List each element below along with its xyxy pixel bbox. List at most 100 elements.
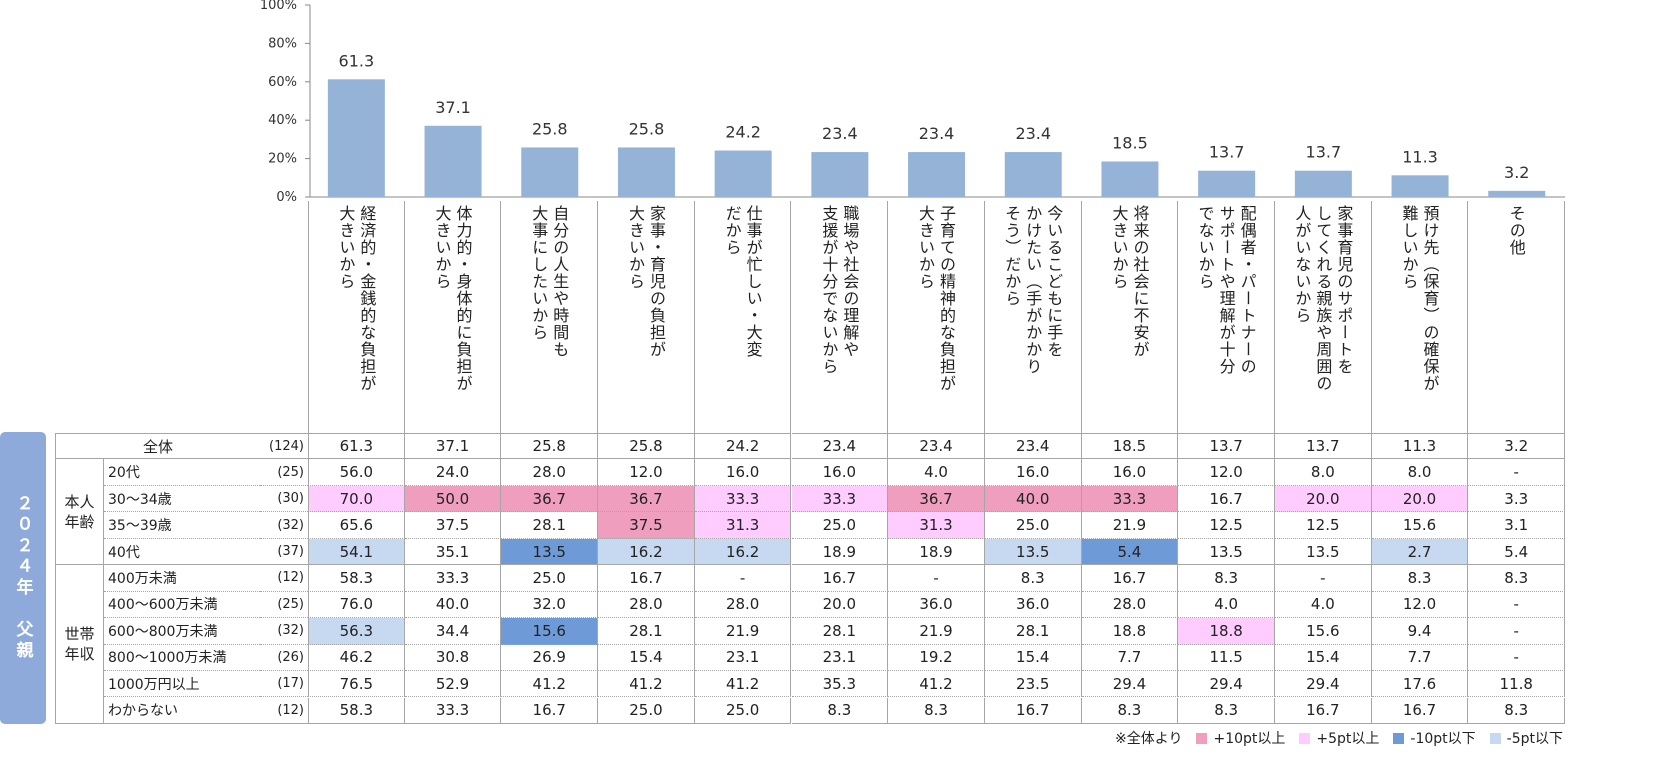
table-cell: 15.6 [501,618,599,645]
value-label: 61.3 [339,51,375,70]
table-cell: 3.3 [1468,485,1566,513]
legend-label: -5pt以下 [1506,731,1563,747]
bar [908,152,966,197]
table-cell: 25.8 [501,433,599,460]
row-n: (25) [260,592,308,619]
table-cell: 25.8 [598,433,695,460]
table-cell: 58.3 [308,565,405,592]
table-cell: 28.0 [694,591,792,619]
table-cell: 11.8 [1468,671,1566,698]
row-n: (32) [260,618,308,645]
table-cell: 28.0 [598,591,695,619]
table-cell: 7.7 [1081,644,1179,672]
table-cell: 26.9 [501,644,599,672]
table-cell: 2.7 [1371,538,1469,566]
table-cell: 4.0 [1178,591,1275,619]
table-cell: 54.1 [308,538,405,566]
category-box: 仕事が忙しい・大変 だから [695,201,792,433]
table-cell: 37.1 [404,433,502,460]
table-cell: 28.0 [1081,591,1179,619]
table-cell: 16.2 [598,538,695,566]
row-n: (17) [260,671,308,698]
table-cell: 25.0 [598,697,695,724]
category-box: その他 [1468,201,1566,433]
bar-chart: 0% 20% 40% 60% 80% 100% 61.3 37.1 25.8 25.8 24.2 23… [260,0,1566,202]
table-cell: 33.3 [1081,485,1179,513]
table-cell: 16.7 [598,565,695,592]
table-cell: 37.5 [404,512,502,539]
category-label: 仕事が忙しい・大変 だから [722,205,763,358]
category-box: 経済的・金銭的な負担が 大きいから [308,201,405,433]
value-label: 18.5 [1112,133,1148,152]
category-label: 自分の人生や時間も 大事にしたいから [529,205,570,358]
table-cell: 16.0 [791,459,889,486]
table-cell: 28.1 [598,618,695,645]
category-label: 将来の社会に不安が 大きいから [1109,205,1150,358]
table-cell: 8.3 [1468,565,1566,592]
table-cell: 16.7 [1371,697,1469,724]
table-cell: 8.3 [791,697,889,724]
table-cell: 12.5 [1178,512,1275,539]
row-label: 30～34歳 [104,486,260,513]
table-cell: 29.4 [1178,671,1275,698]
table-cell: - [1275,565,1372,592]
y-tick-label: 20% [268,152,297,167]
category-label: 今いるこどもに手を かけたい（手がかかり そう）だから [1002,205,1064,375]
value-label: 3.2 [1504,163,1529,182]
table-cell: 13.5 [1275,538,1372,566]
table-cell: 61.3 [308,433,405,460]
table-cell: 29.4 [1081,671,1179,698]
value-label: 23.4 [822,124,858,143]
table-cell: 41.2 [501,671,599,698]
value-label: 23.4 [919,124,955,143]
table-cell: 16.7 [984,697,1082,724]
table-cell: 23.5 [984,671,1082,698]
table-cell: 32.0 [501,591,599,619]
table-cell: 16.0 [694,459,792,486]
table-cell: 8.0 [1275,459,1372,486]
table-cell: 31.3 [694,512,792,539]
table-cell: 16.7 [1081,565,1179,592]
table-cell: 56.0 [308,459,405,486]
table-cell: - [1468,459,1566,486]
y-tick-label: 100% [260,0,297,13]
category-label: 職場や社会の理解や 支援が十分でないから [819,205,860,375]
side-band: ２０２４年 父親 [0,432,46,724]
table-cell: 11.3 [1371,433,1469,460]
table-cell: 41.2 [694,671,792,698]
table-cell: 3.1 [1468,512,1566,539]
y-tick-label: 80% [268,36,297,51]
table-cell: 58.3 [308,697,405,724]
bar [521,147,579,197]
table-cell: 35.3 [791,671,889,698]
table-cell: 13.7 [1275,433,1372,460]
bar [1391,175,1449,197]
table-cell: 18.5 [1081,433,1179,460]
table-cell: 18.8 [1081,618,1179,645]
table-cell: - [888,565,985,592]
table-cell: 25.0 [501,565,599,592]
table-cell: 28.1 [984,618,1082,645]
legend-swatch [1393,732,1405,744]
table-cell: 8.3 [1371,565,1469,592]
table-cell: 4.0 [888,459,985,486]
table-cell: 28.1 [501,512,599,539]
table-cell: 12.0 [1371,591,1469,619]
side-label: ２０２４年 父親 [12,494,33,662]
table-cell: 36.7 [598,485,695,513]
row-label: 400万未満 [104,565,260,592]
table-cell: 8.3 [1468,697,1566,724]
category-box: 将来の社会に不安が 大きいから [1082,201,1179,433]
table-cell: 15.4 [984,644,1082,672]
row-label: 20代 [104,459,260,486]
category-label: 経済的・金銭的な負担が 大きいから [336,205,377,392]
table-cell: 8.3 [1178,565,1275,592]
y-tick-label: 0% [276,190,297,202]
table-cell: 8.3 [888,697,985,724]
category-label: 家事・育児の負担が 大きいから [625,205,666,358]
table-cell: 3.2 [1468,433,1566,460]
table-cell: 21.9 [1081,512,1179,539]
legend-swatch [1196,732,1208,744]
table-cell: 70.0 [308,485,405,513]
